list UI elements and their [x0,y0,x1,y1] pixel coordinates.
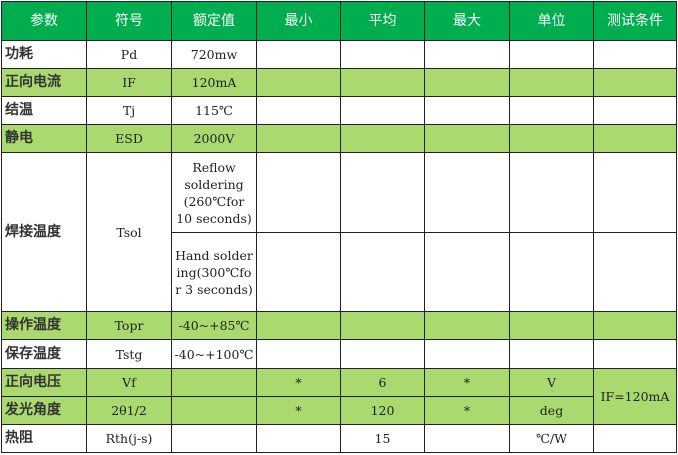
unit-cell: V [509,368,594,397]
symbol-cell: Tj [86,96,172,125]
table-row: 焊接温度 Tsol Reflow soldering (260℃for 10 s… [1,152,677,312]
unit-cell: ℃/W [509,424,594,453]
table-row: 操作温度 Topr -40~+85℃ [1,311,677,340]
table-row: 热阻 Rth(j-s) 15 ℃/W [1,424,677,453]
rated-cell: Reflow soldering (260℃for 10 seconds) [171,152,257,233]
condition-cell: IF=120mA [593,368,677,425]
symbol-cell: ESD [86,124,172,153]
header-avg: 平均 [340,1,425,41]
param-cell: 热阻 [1,424,87,453]
rated-cell: 115℃ [171,96,257,125]
header-param: 参数 [1,1,87,41]
rated-cell: -40~+85℃ [171,311,257,340]
table-row: 发光角度 2θ1/2 * 120 * deg [1,396,677,425]
param-cell: 静电 [1,124,87,153]
param-cell: 操作温度 [1,311,87,340]
header-symbol: 符号 [86,1,172,41]
header-min: 最小 [256,1,341,41]
avg-cell: 120 [340,396,425,425]
symbol-cell: Topr [86,311,172,340]
symbol-cell: Rth(j-s) [86,424,172,453]
header-row: 参数 符号 额定值 最小 平均 最大 单位 测试条件 [1,1,677,41]
symbol-cell: Tsol [86,152,172,312]
avg-cell: 15 [340,424,425,453]
header-unit: 单位 [509,1,594,41]
max-cell: * [424,368,510,397]
rated-cell [171,396,257,425]
rated-cell: -40~+100℃ [171,339,257,369]
rated-cell: 120mA [171,68,257,97]
rated-cell: 720mw [171,40,257,69]
max-cell: * [424,396,510,425]
min-cell: * [256,396,341,425]
avg-cell: 6 [340,368,425,397]
param-cell: 焊接温度 [1,152,87,312]
param-cell: 保存温度 [1,339,87,369]
symbol-cell: Pd [86,40,172,69]
min-cell: * [256,368,341,397]
header-max: 最大 [424,1,510,41]
rated-cell: Hand soldering(300℃for 3 seconds) [171,232,257,312]
table-row: 正向电压 Vf * 6 * V IF=120mA [1,368,677,425]
param-cell: 功耗 [1,40,87,69]
symbol-cell: Vf [86,368,172,397]
symbol-cell: IF [86,68,172,97]
symbol-cell: 2θ1/2 [86,396,172,425]
rated-cell: 2000V [171,124,257,153]
param-cell: 正向电流 [1,68,87,97]
rated-cell [171,368,257,397]
param-cell: 结温 [1,96,87,125]
param-cell: 正向电压 [1,368,87,397]
table-row: 正向电流 IF 120mA [1,68,677,97]
param-cell: 发光角度 [1,396,87,425]
min-cell [256,424,341,453]
table-row: Hand soldering(300℃for 3 seconds) [2,232,677,312]
table-row: 功耗 Pd 720mw [1,40,677,69]
symbol-cell: Tstg [86,339,172,369]
header-condition: 测试条件 [593,1,677,41]
table-row: 静电 ESD 2000V [1,124,677,153]
max-cell [424,424,510,453]
unit-cell: deg [509,396,594,425]
table-row: 结温 Tj 115℃ [1,96,677,125]
rated-cell [171,424,257,453]
table-row: 保存温度 Tstg -40~+100℃ [1,339,677,369]
header-rated: 额定值 [171,1,257,41]
